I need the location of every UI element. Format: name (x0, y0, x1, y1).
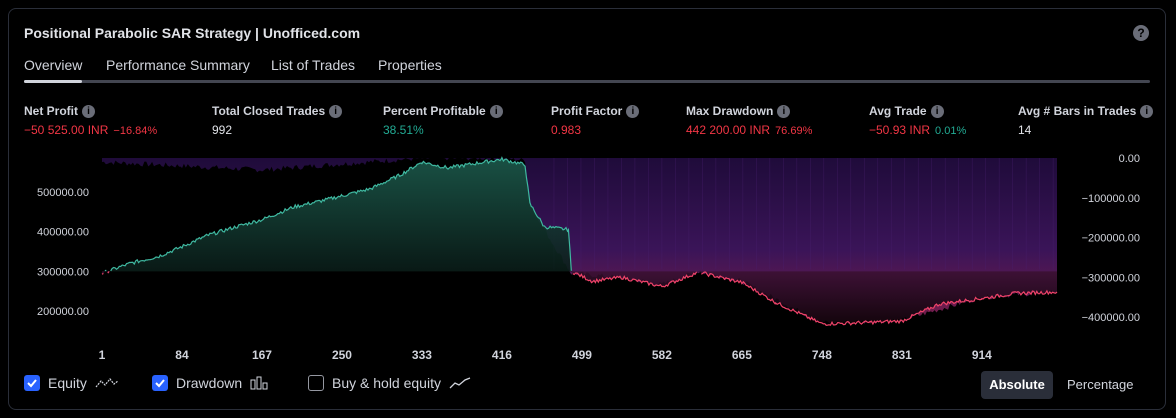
tab-properties[interactable]: Properties (378, 57, 442, 73)
trend-line-icon (449, 377, 471, 389)
info-icon[interactable]: i (1140, 104, 1154, 118)
strategy-report-panel: Positional Parabolic SAR Strategy | Unof… (8, 8, 1166, 410)
drawdown-checkbox[interactable] (152, 375, 168, 391)
metric-label: Avg Trade (869, 104, 927, 118)
metric-label: Percent Profitable (383, 104, 486, 118)
metric-profit-factor: Profit Factor i 0.983 (551, 103, 640, 137)
info-icon[interactable]: i (489, 104, 503, 118)
info-icon[interactable]: i (626, 104, 640, 118)
metric-label: Profit Factor (551, 104, 623, 118)
equity-area (102, 157, 1057, 272)
metric-value: 992 (212, 123, 233, 137)
legend-drawdown[interactable]: Drawdown (152, 375, 270, 391)
legend-buy-hold[interactable]: Buy & hold equity (308, 375, 471, 391)
x-tick-label: 84 (175, 348, 189, 362)
metric-label: Avg # Bars in Trades (1018, 104, 1137, 118)
metric-sub-value: 76.69% (775, 125, 813, 137)
active-tab-indicator (24, 80, 82, 83)
x-tick-label: 416 (492, 348, 512, 362)
metric-value: 14 (1018, 123, 1032, 137)
percentage-button[interactable]: Percentage (1067, 377, 1134, 392)
metric-value: −50 525.00 INR (24, 123, 109, 137)
metric-percent-profitable: Percent Profitable i 38.51% (383, 103, 503, 137)
y-right-tick-label: −100000.00 (1082, 193, 1140, 205)
x-tick-label: 250 (332, 348, 352, 362)
bar-chart-icon (250, 376, 268, 390)
legend-label: Equity (48, 375, 87, 391)
x-tick-label: 499 (572, 348, 592, 362)
metric-sub-value: 0.01% (935, 125, 967, 137)
info-icon[interactable]: i (930, 104, 944, 118)
metric-value: −50.93 INR (869, 123, 931, 137)
y-right-tick-label: 0.00 (1119, 153, 1140, 165)
equity-line-icon (95, 378, 119, 388)
y-left-tick-label: 300000.00 (37, 266, 89, 278)
info-icon[interactable]: i (329, 104, 343, 118)
y-left-tick-label: 500000.00 (37, 187, 89, 199)
y-right-tick-label: −300000.00 (1082, 272, 1140, 284)
y-left-tick-label: 200000.00 (37, 306, 89, 318)
tab-performance-summary[interactable]: Performance Summary (106, 57, 250, 73)
equity-chart-svg[interactable]: 500000.00 400000.00 300000.00 200000.00 0.00… (9, 149, 1167, 369)
legend-equity[interactable]: Equity (24, 375, 119, 391)
metric-label: Max Drawdown (686, 104, 774, 118)
x-tick-label: 914 (972, 348, 992, 362)
buy-hold-checkbox[interactable] (308, 375, 324, 391)
tab-underline (24, 80, 1150, 83)
equity-below-area (102, 271, 1057, 326)
metric-avg-bars: Avg # Bars in Trades i 14 (1018, 103, 1154, 137)
legend-label: Drawdown (176, 375, 243, 391)
metric-label: Total Closed Trades (212, 104, 326, 118)
metric-total-closed-trades: Total Closed Trades i 992 (212, 103, 343, 137)
metric-value: 0.983 (551, 123, 582, 137)
metric-value: 38.51% (383, 123, 424, 137)
x-tick-label: 1 (99, 348, 106, 362)
equity-line-below (101, 271, 1058, 326)
tab-overview[interactable]: Overview (24, 57, 83, 73)
y-left-tick-label: 400000.00 (37, 227, 89, 239)
tab-list-of-trades[interactable]: List of Trades (271, 57, 356, 73)
y-right-tick-label: −400000.00 (1082, 312, 1140, 324)
metric-label: Net Profit (24, 104, 78, 118)
metric-sub-value: −16.84% (113, 125, 158, 137)
x-tick-label: 831 (892, 348, 912, 362)
report-title: Positional Parabolic SAR Strategy | Unof… (24, 25, 361, 41)
metric-net-profit: Net Profit i −50 525.00 INR −16.84% (24, 103, 157, 137)
y-right-tick-label: −200000.00 (1082, 233, 1140, 245)
question-icon[interactable]: ? (1133, 25, 1149, 41)
x-tick-label: 582 (652, 348, 672, 362)
x-tick-label: 665 (732, 348, 752, 362)
absolute-button[interactable]: Absolute (981, 371, 1053, 399)
tab-bar: Overview Performance Summary List of Tra… (24, 57, 1150, 83)
x-tick-label: 333 (412, 348, 432, 362)
info-icon[interactable]: i (777, 104, 791, 118)
x-tick-label: 167 (252, 348, 272, 362)
info-icon[interactable]: i (82, 104, 95, 118)
equity-chart[interactable]: 500000.00 400000.00 300000.00 200000.00 0.00… (9, 149, 1167, 369)
equity-checkbox[interactable] (24, 375, 40, 391)
metric-avg-trade: Avg Trade i −50.93 INR 0.01% (869, 103, 966, 137)
metric-max-drawdown: Max Drawdown i 442 200.00 INR 76.69% (686, 103, 812, 137)
x-tick-label: 748 (812, 348, 832, 362)
metric-value: 442 200.00 INR (686, 123, 771, 137)
legend-label: Buy & hold equity (332, 375, 441, 391)
